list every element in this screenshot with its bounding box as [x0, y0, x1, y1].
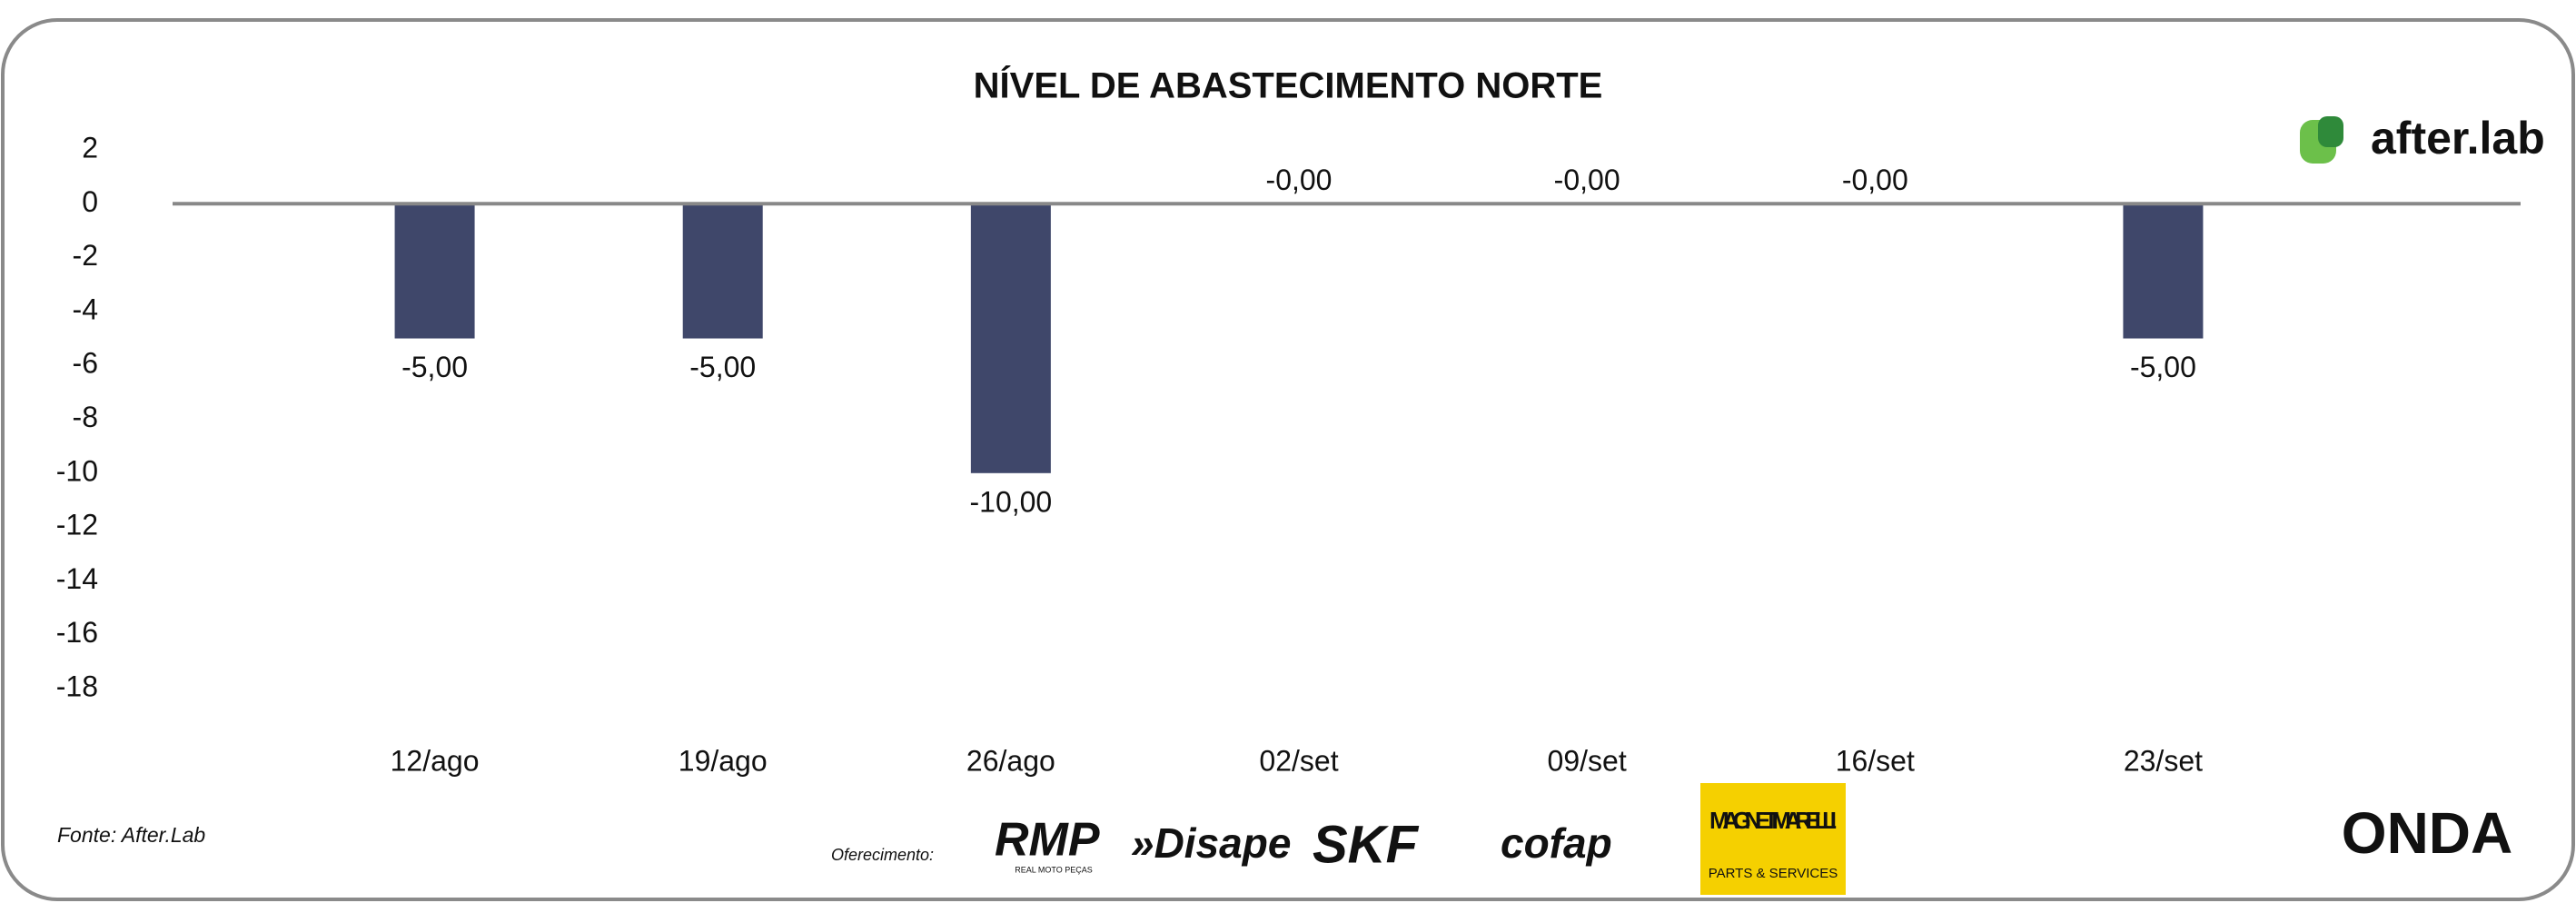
- sponsor-label: Oferecimento:: [831, 846, 934, 864]
- value-label: -0,00: [1554, 164, 1620, 196]
- logo-text: after.lab: [2371, 113, 2545, 164]
- y-tick-label: -16: [56, 616, 98, 649]
- y-tick-label: -2: [73, 239, 98, 272]
- x-tick-label: 02/set: [1259, 744, 1338, 777]
- y-tick-label: -14: [56, 562, 98, 595]
- frame: [1, 18, 2575, 901]
- y-tick-label: -6: [73, 347, 98, 380]
- y-tick-label: -4: [73, 293, 98, 325]
- bar: [970, 203, 1051, 473]
- x-tick-label: 19/ago: [679, 744, 768, 777]
- y-tick-label: 2: [82, 131, 98, 164]
- x-tick-label: 16/set: [1836, 744, 1915, 777]
- source: Fonte: After.Lab: [57, 823, 205, 847]
- sponsor-logos: RMP REAL MOTO PEÇAS »Disape SKF cofap MA…: [995, 783, 2512, 895]
- logo-text: SKF: [1313, 815, 1420, 874]
- bar: [394, 203, 475, 339]
- value-label: -5,00: [689, 351, 756, 383]
- logo-text: »Disape: [1131, 819, 1291, 867]
- logo-text: MAGNETI MARELLI: [1709, 807, 1837, 834]
- x-tick-label: 26/ago: [966, 744, 1055, 777]
- value-label: -5,00: [2130, 351, 2196, 383]
- logo-box: [1700, 783, 1846, 895]
- value-label: -0,00: [1266, 164, 1333, 196]
- y-tick-label: 0: [82, 185, 98, 218]
- logo-text: cofap: [1501, 819, 1612, 867]
- value-label: -10,00: [969, 485, 1052, 518]
- logo-text: RMP: [995, 814, 1100, 867]
- logo-text: REAL MOTO PEÇAS: [1015, 865, 1093, 874]
- bar: [682, 203, 763, 339]
- value-label: -0,00: [1842, 164, 1908, 196]
- logo-text: ONDA: [2342, 800, 2512, 866]
- y-tick-label: -12: [56, 509, 98, 541]
- value-label: -5,00: [401, 351, 468, 383]
- chart-title: NÍVEL DE ABASTECIMENTO NORTE: [974, 65, 1603, 106]
- y-tick-label: -10: [56, 454, 98, 487]
- x-tick-label: 09/set: [1548, 744, 1627, 777]
- x-tick-label: 12/ago: [391, 744, 480, 777]
- logo-text: PARTS & SERVICES: [1709, 866, 1838, 881]
- brand-logo: after.lab: [2300, 113, 2545, 164]
- x-tick-label: 23/set: [2124, 744, 2203, 777]
- logo-icon: [2318, 116, 2343, 147]
- y-tick-label: -18: [56, 670, 98, 702]
- bar: [2123, 203, 2204, 339]
- y-tick-label: -8: [73, 401, 98, 433]
